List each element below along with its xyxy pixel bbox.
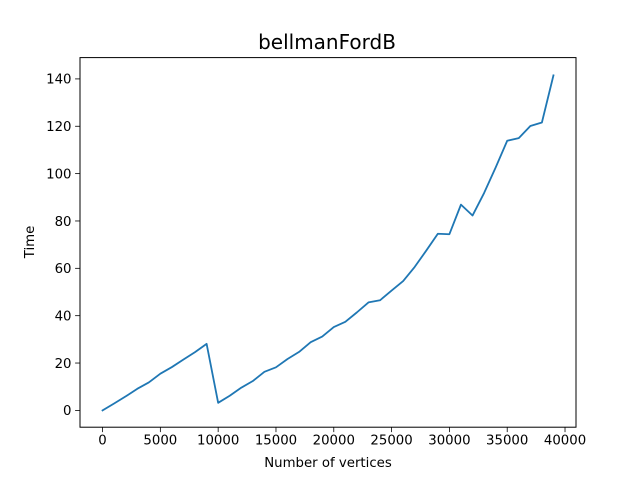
data-point: [402, 280, 404, 282]
data-point: [379, 299, 381, 301]
data-point: [529, 125, 531, 127]
data-point: [275, 366, 277, 368]
data-point: [437, 233, 439, 235]
x-tick-label: 10000: [197, 434, 239, 449]
data-point: [425, 250, 427, 252]
data-point: [136, 388, 138, 390]
data-point: [368, 302, 370, 304]
data-point: [356, 311, 358, 313]
data-point: [113, 403, 115, 405]
data-point: [472, 215, 474, 217]
y-tick-label: 120: [46, 120, 71, 135]
data-point: [344, 321, 346, 323]
data-point: [240, 387, 242, 389]
data-point: [287, 358, 289, 360]
y-tick-label: 20: [55, 357, 72, 372]
data-point: [194, 351, 196, 353]
x-tick-label: 20000: [313, 434, 355, 449]
data-point: [102, 409, 104, 411]
x-tick-label: 30000: [428, 434, 470, 449]
y-tick-label: 60: [55, 262, 72, 277]
data-point: [183, 359, 185, 361]
x-tick-label: 0: [98, 434, 106, 449]
data-point: [414, 266, 416, 268]
x-tick-label: 35000: [486, 434, 528, 449]
data-point: [483, 192, 485, 194]
y-tick-label: 80: [55, 215, 72, 230]
data-point: [460, 204, 462, 206]
data-point: [148, 382, 150, 384]
y-tick-label: 0: [63, 404, 71, 419]
series-layer: [101, 74, 555, 412]
x-axis-label: Number of vertices: [264, 456, 392, 471]
y-axis-label: Time: [23, 226, 38, 260]
data-point: [310, 341, 312, 343]
axes-frame: [79, 57, 577, 428]
data-point: [506, 140, 508, 142]
x-tick-label: 25000: [370, 434, 412, 449]
x-tick-label: 5000: [143, 434, 177, 449]
series-line: [101, 74, 555, 412]
x-tick-label: 15000: [255, 434, 297, 449]
data-point: [229, 395, 231, 397]
y-axis-ticks: 0 20 40 60 80 100 120 140: [46, 73, 80, 419]
x-tick-label: 40000: [544, 434, 586, 449]
data-point: [321, 336, 323, 338]
data-point: [495, 167, 497, 169]
data-point: [252, 380, 254, 382]
data-point: [553, 74, 555, 76]
y-tick-label: 140: [46, 73, 71, 88]
data-point: [391, 290, 393, 292]
chart-title: bellmanFordB: [258, 30, 396, 54]
y-tick-label: 40: [55, 309, 72, 324]
data-point: [217, 402, 219, 404]
data-point: [333, 326, 335, 328]
data-point: [518, 137, 520, 139]
data-point: [541, 122, 543, 124]
data-point: [171, 366, 173, 368]
y-tick-label: 100: [46, 167, 71, 182]
data-point: [159, 373, 161, 375]
data-point: [264, 371, 266, 373]
data-point: [125, 396, 127, 398]
x-axis-ticks: 0 5000 10000 15000 20000 25000 30000 35000 40000: [98, 427, 586, 449]
data-point: [298, 351, 300, 353]
data-point: [206, 343, 208, 345]
data-point: [448, 233, 450, 235]
